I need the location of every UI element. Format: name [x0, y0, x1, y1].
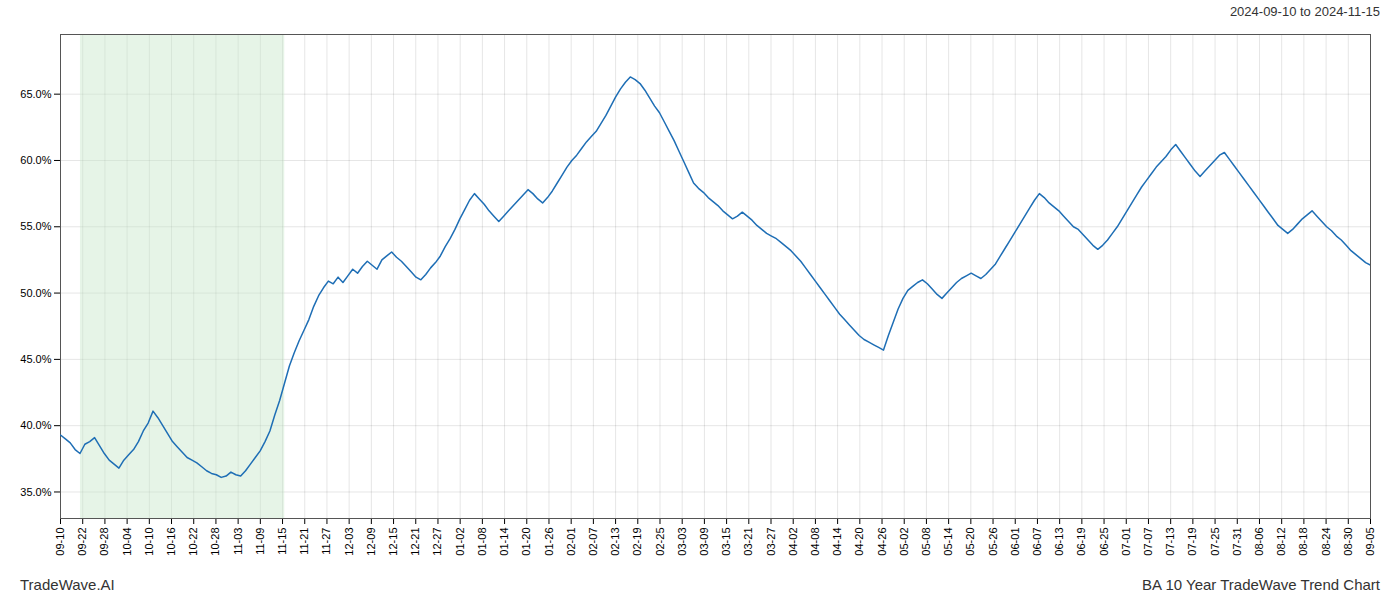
- svg-text:10-22: 10-22: [187, 528, 199, 556]
- svg-text:07-07: 07-07: [1142, 528, 1154, 556]
- svg-text:02-25: 02-25: [654, 528, 666, 556]
- svg-text:11-15: 11-15: [276, 528, 288, 555]
- svg-text:10-04: 10-04: [121, 528, 133, 556]
- svg-text:06-07: 06-07: [1031, 528, 1043, 556]
- svg-text:09-10: 09-10: [54, 528, 66, 556]
- svg-text:02-13: 02-13: [609, 528, 621, 556]
- svg-text:02-19: 02-19: [631, 528, 643, 556]
- svg-text:04-20: 04-20: [853, 528, 865, 556]
- svg-text:05-26: 05-26: [987, 528, 999, 556]
- svg-text:08-18: 08-18: [1297, 528, 1309, 556]
- svg-text:07-25: 07-25: [1209, 528, 1221, 556]
- svg-text:04-26: 04-26: [876, 528, 888, 556]
- svg-text:06-19: 06-19: [1075, 528, 1087, 556]
- svg-text:12-03: 12-03: [343, 528, 355, 556]
- svg-text:01-20: 01-20: [520, 528, 532, 556]
- svg-text:03-09: 03-09: [698, 528, 710, 556]
- svg-text:11-03: 11-03: [232, 528, 244, 555]
- svg-text:05-14: 05-14: [942, 528, 954, 556]
- svg-text:03-15: 03-15: [720, 528, 732, 556]
- svg-text:01-26: 01-26: [542, 528, 554, 556]
- svg-text:40.0%: 40.0%: [20, 419, 51, 431]
- svg-text:11-27: 11-27: [320, 528, 332, 555]
- html-text:2024-09-10 to 2024-11-15: 2024-09-10 to 2024-11-15: [1229, 3, 1380, 19]
- svg-text:06-25: 06-25: [1098, 528, 1110, 556]
- svg-text:08-30: 08-30: [1342, 528, 1354, 556]
- svg-text:05-08: 05-08: [920, 528, 932, 556]
- svg-text:10-16: 10-16: [165, 528, 177, 556]
- svg-text:04-02: 04-02: [787, 528, 799, 556]
- svg-text:07-31: 07-31: [1231, 528, 1243, 556]
- svg-text:45.0%: 45.0%: [20, 353, 51, 365]
- svg-text:11-21: 11-21: [298, 528, 310, 555]
- svg-text:09-22: 09-22: [76, 528, 88, 556]
- svg-text:12-15: 12-15: [387, 528, 399, 556]
- svg-text:09-28: 09-28: [98, 528, 110, 556]
- svg-text:09-05: 09-05: [1364, 528, 1376, 556]
- svg-text:10-28: 10-28: [209, 528, 221, 556]
- svg-text:07-13: 07-13: [1164, 528, 1176, 556]
- svg-text:12-27: 12-27: [431, 528, 443, 556]
- svg-text:10-10: 10-10: [143, 528, 155, 556]
- svg-text:04-14: 04-14: [831, 528, 843, 556]
- svg-text:12-21: 12-21: [409, 528, 421, 556]
- svg-text:06-01: 06-01: [1009, 528, 1021, 556]
- svg-text:04-08: 04-08: [809, 528, 821, 556]
- svg-text:35.0%: 35.0%: [20, 485, 51, 497]
- svg-text:50.0%: 50.0%: [20, 287, 51, 299]
- svg-text:60.0%: 60.0%: [20, 154, 51, 166]
- svg-text:01-08: 01-08: [476, 528, 488, 556]
- svg-text:08-06: 08-06: [1253, 528, 1265, 556]
- svg-text:07-01: 07-01: [1120, 528, 1132, 556]
- svg-text:65.0%: 65.0%: [20, 88, 51, 100]
- svg-text:06-13: 06-13: [1053, 528, 1065, 556]
- svg-text:01-14: 01-14: [498, 528, 510, 556]
- svg-text:11-09: 11-09: [254, 528, 266, 555]
- svg-text:08-12: 08-12: [1275, 528, 1287, 556]
- svg-text:05-20: 05-20: [964, 528, 976, 556]
- html-text:TradeWave.AI: TradeWave.AI: [20, 575, 115, 593]
- svg-text:07-19: 07-19: [1186, 528, 1198, 556]
- svg-text:12-09: 12-09: [365, 528, 377, 556]
- svg-text:03-03: 03-03: [676, 528, 688, 556]
- svg-text:02-01: 02-01: [565, 528, 577, 556]
- svg-text:03-27: 03-27: [765, 528, 777, 556]
- svg-text:08-24: 08-24: [1320, 528, 1332, 556]
- svg-text:02-07: 02-07: [587, 528, 599, 556]
- svg-text:01-02: 01-02: [454, 528, 466, 556]
- svg-text:05-02: 05-02: [898, 528, 910, 556]
- svg-text:55.0%: 55.0%: [20, 220, 51, 232]
- html-text:BA 10 Year TradeWave Trend Cha: BA 10 Year TradeWave Trend Chart: [1142, 575, 1380, 593]
- svg-text:03-21: 03-21: [742, 528, 754, 556]
